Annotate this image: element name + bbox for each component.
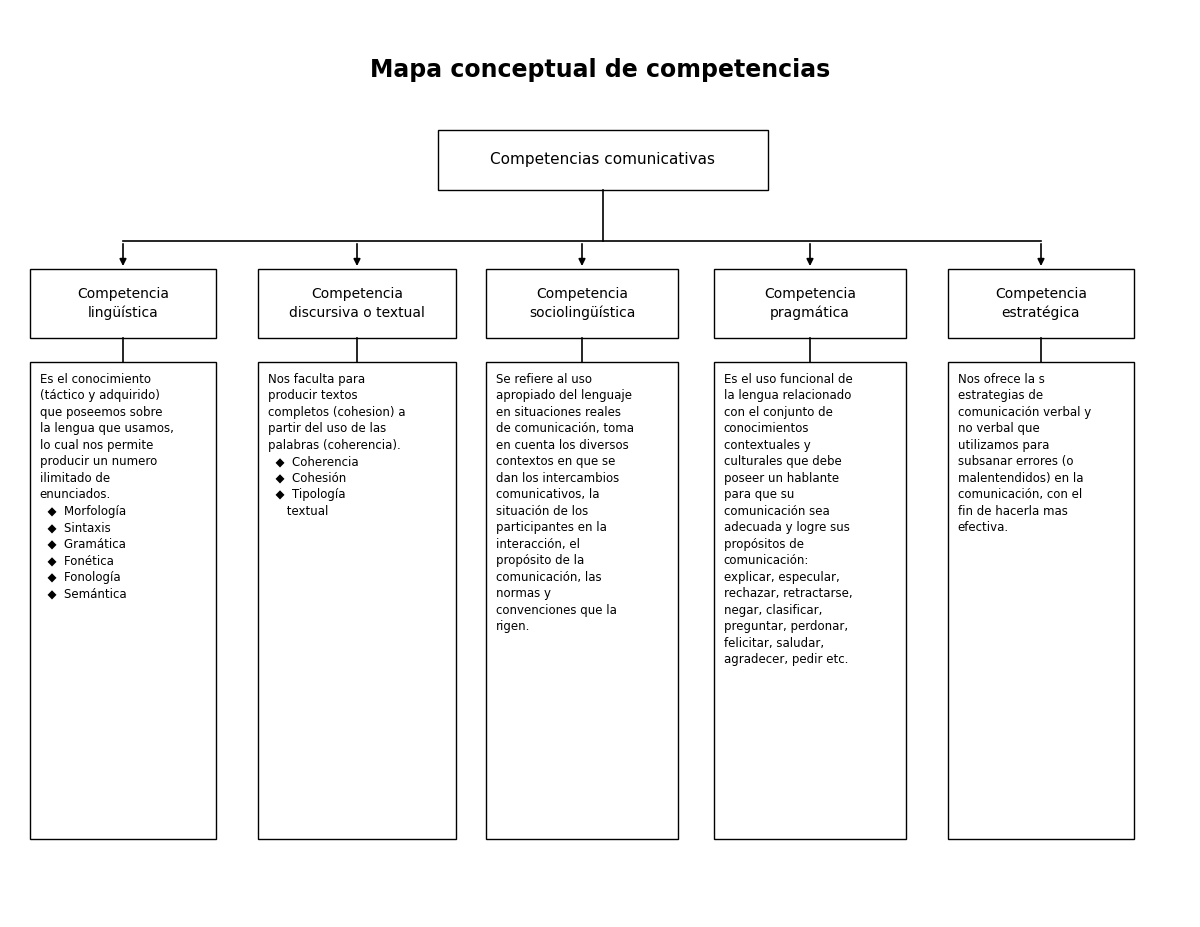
Text: Nos faculta para
producir textos
completos (cohesion) a
partir del uso de las
pa: Nos faculta para producir textos complet… (268, 373, 406, 517)
Bar (258, 362, 456, 839)
Bar (486, 269, 678, 338)
Bar (258, 269, 456, 338)
Text: Competencia
estratégica: Competencia estratégica (995, 287, 1087, 320)
Text: Se refiere al uso
apropiado del lenguaje
en situaciones reales
de comunicación, : Se refiere al uso apropiado del lenguaje… (496, 373, 634, 633)
Text: Es el conocimiento
(táctico y adquirido)
que poseemos sobre
la lengua que usamos: Es el conocimiento (táctico y adquirido)… (40, 373, 174, 600)
Text: Competencias comunicativas: Competencias comunicativas (491, 152, 715, 168)
Text: Competencia
discursiva o textual: Competencia discursiva o textual (289, 287, 425, 320)
Bar (948, 269, 1134, 338)
Bar (948, 362, 1134, 839)
Text: Es el uso funcional de
la lengua relacionado
con el conjunto de
conocimientos
co: Es el uso funcional de la lengua relacio… (724, 373, 852, 667)
Bar (438, 130, 768, 190)
Bar (30, 362, 216, 839)
Bar (714, 362, 906, 839)
Bar (714, 269, 906, 338)
Bar (30, 269, 216, 338)
Text: Nos ofrece la s
estrategias de
comunicación verbal y
no verbal que
utilizamos pa: Nos ofrece la s estrategias de comunicac… (958, 373, 1091, 534)
Text: Competencia
pragmática: Competencia pragmática (764, 287, 856, 320)
Bar (486, 362, 678, 839)
Text: Competencia
lingüística: Competencia lingüística (77, 287, 169, 320)
Text: Competencia
sociolingüística: Competencia sociolingüística (529, 287, 635, 320)
Text: Mapa conceptual de competencias: Mapa conceptual de competencias (370, 57, 830, 82)
